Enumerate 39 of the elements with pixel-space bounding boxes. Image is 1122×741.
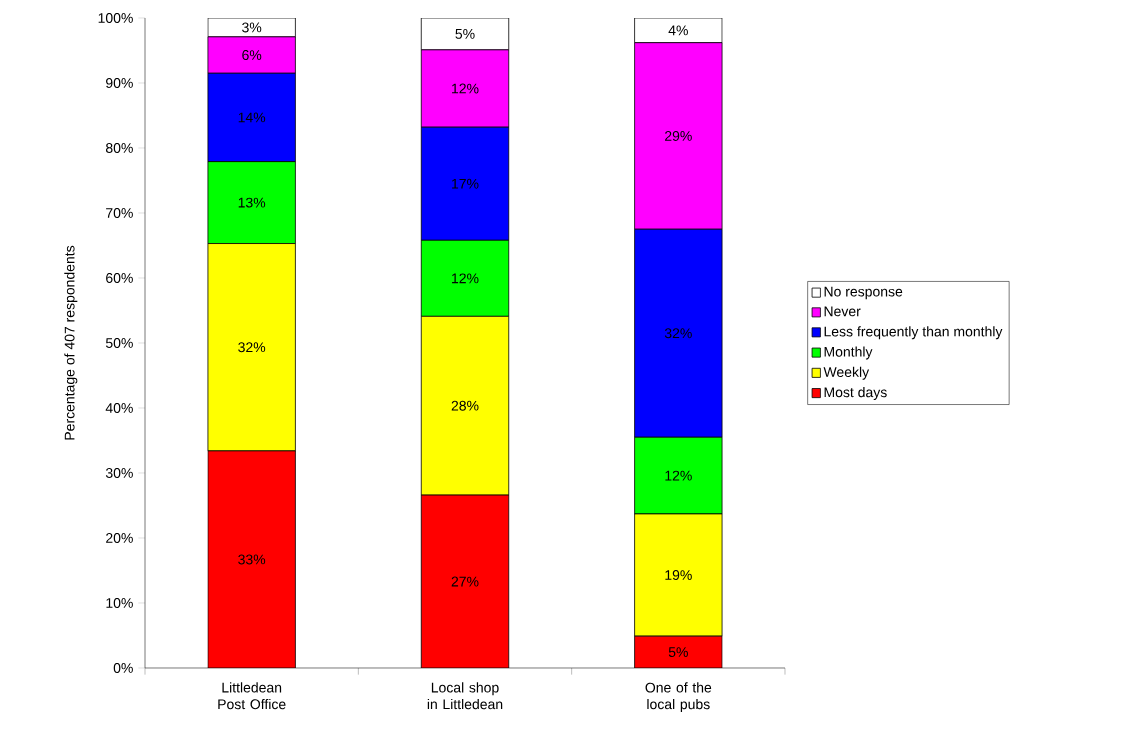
data-label: 32% [664, 328, 692, 339]
data-label: 4% [668, 25, 688, 36]
data-label: 14% [238, 112, 266, 123]
y-tick-label: 70% [106, 208, 133, 218]
data-label: 6% [242, 50, 262, 60]
data-label: 5% [455, 28, 475, 39]
y-tick-label: 60% [106, 273, 133, 283]
x-tick-label: Local shop in Littledean [427, 682, 503, 710]
data-label: 32% [238, 342, 266, 353]
y-tick-label: 30% [105, 468, 133, 478]
data-label: 33% [238, 554, 266, 565]
y-tick-label: 0% [113, 663, 133, 673]
y-tick-label: 20% [106, 533, 133, 543]
y-axis-title: Percentage of 407 respondents [64, 245, 78, 440]
y-tick-label: 50% [105, 338, 133, 348]
y-tick-label: 90% [106, 78, 133, 88]
legend-label: Never [824, 306, 861, 317]
legend-label: Most days [824, 386, 887, 401]
data-label: 12% [665, 470, 692, 481]
x-tick-label: One of the local pubs [645, 682, 712, 712]
y-tick-label: 10% [106, 598, 133, 608]
data-label: 29% [665, 131, 692, 141]
y-tick-label: 80% [105, 143, 133, 153]
data-label: 3% [242, 22, 262, 33]
data-label: 13% [238, 197, 266, 208]
legend-label: Less frequently than monthly [824, 326, 1003, 340]
x-tick-label: Littledean Post Office [218, 682, 286, 710]
data-label: 17% [452, 178, 479, 189]
data-label: 12% [452, 273, 479, 284]
data-label: 12% [452, 83, 479, 94]
y-tick-label: 100% [98, 13, 133, 23]
legend-label: Weekly [823, 366, 870, 380]
y-tick-label: 40% [105, 403, 133, 413]
data-label: 5% [668, 647, 688, 657]
data-label: 27% [451, 576, 479, 587]
legend-label: Monthly [824, 346, 873, 360]
data-label: 28% [451, 400, 479, 411]
legend-label: No response [824, 286, 903, 300]
data-label: 19% [665, 570, 692, 580]
